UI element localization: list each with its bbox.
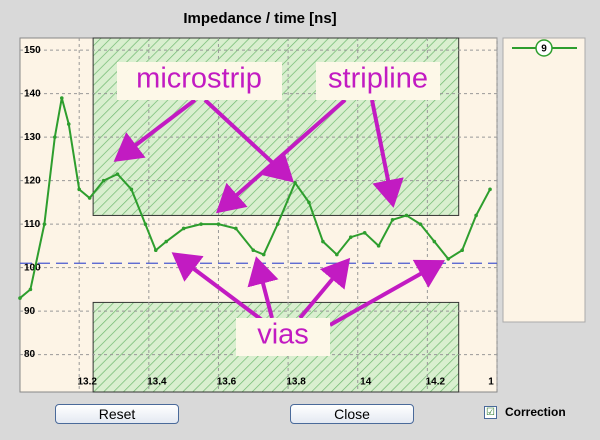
y-tick-label: 140 [24,88,41,99]
series-line [19,97,491,299]
data-point [488,187,492,192]
x-tick-label: 14 [360,377,372,388]
arrow [370,99,404,208]
y-tick-label: 130 [24,132,41,143]
close-button[interactable]: Close [290,404,414,424]
data-point [293,181,297,185]
data-point [376,244,381,248]
data-point [181,226,186,231]
data-point [348,235,353,239]
data-point [153,248,158,253]
arrow [215,98,347,214]
data-point [275,222,280,226]
data-point [59,96,64,100]
data-point [321,239,325,244]
arrow [329,259,445,327]
annotation: microstrip [136,63,262,95]
annotations: microstrip stripline vias [117,62,440,356]
y-tick-label: 120 [24,175,41,186]
data-point [66,122,71,126]
x-tick-label: 13.6 [217,377,237,388]
annotation: vias [257,319,309,351]
data-point [42,222,47,226]
y-tick-label: 150 [24,45,41,56]
data-point [474,213,478,218]
x-tick-label: 14.2 [426,377,446,388]
x-tick-label: 13.4 [147,377,167,388]
arrow [171,252,264,322]
x-tick-label: 13.8 [286,377,306,388]
annotation-arrows [113,98,445,327]
y-tick-label: 110 [24,219,41,230]
chart: Impedance / time [ns] 80 90 100 110 120 130 14… [18,10,586,393]
data-point [28,287,33,292]
x-tick-label: 13.2 [77,377,97,388]
arrow [247,256,279,319]
data-point [251,248,256,253]
arrow [113,98,197,162]
data-point [115,172,120,176]
legend-panel [502,37,586,323]
data-point [199,222,203,226]
data-point [53,135,57,139]
legend-label: 9 [541,44,547,55]
data-point [335,252,339,257]
legend-marker [535,39,553,57]
data-point [164,239,169,244]
data-point [143,222,148,226]
x-tick-label: 1 [488,377,494,388]
data-point [390,217,395,222]
y-tick-label: 100 [24,262,41,273]
data-point [234,226,238,231]
data-point [446,257,451,261]
data-point [404,213,409,218]
data-point [261,252,266,257]
data-point [18,296,22,300]
data-point [432,239,437,244]
arrow [298,257,351,320]
annotation-box [117,62,282,100]
y-tick-label: 80 [24,349,36,360]
reset-button[interactable]: Reset [55,404,179,424]
data-point [362,231,367,235]
correction-checkbox[interactable]: ☑ [484,406,497,419]
y-tick-label: 90 [24,306,36,317]
data-point [87,196,92,200]
data-point [418,222,423,226]
data-point [101,178,106,183]
annotation: stripline [328,63,428,95]
annotation-box [316,62,440,100]
data-point [307,200,311,205]
checkbox-label: Correction [505,405,566,419]
data-point [216,222,221,226]
data-point [77,187,81,192]
data-point [129,187,134,192]
data-point [460,248,464,253]
annotation-box [236,318,330,356]
chart-title: Impedance / time [ns] [183,10,336,27]
